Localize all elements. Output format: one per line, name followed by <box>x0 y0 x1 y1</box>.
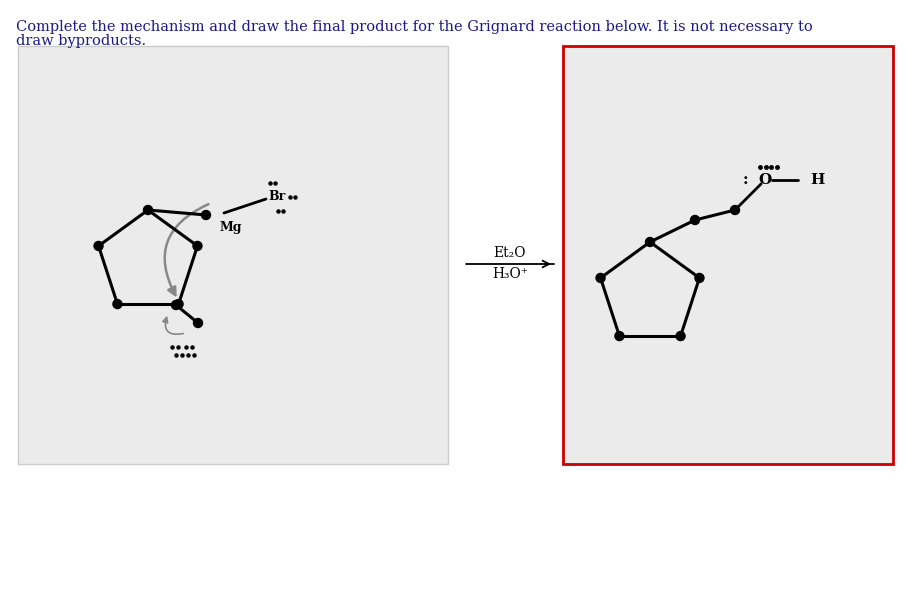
Text: :: : <box>742 173 748 187</box>
Circle shape <box>172 301 181 309</box>
Text: Mg: Mg <box>220 221 242 234</box>
Circle shape <box>676 332 685 341</box>
Text: Br: Br <box>268 190 285 204</box>
Text: Et₂O: Et₂O <box>494 246 527 260</box>
Circle shape <box>174 300 183 309</box>
Circle shape <box>615 332 624 341</box>
Text: draw byproducts.: draw byproducts. <box>16 34 146 48</box>
Circle shape <box>193 318 202 327</box>
Text: H: H <box>810 173 824 187</box>
Circle shape <box>94 242 103 251</box>
Circle shape <box>690 216 699 225</box>
Text: H₃O⁺: H₃O⁺ <box>492 267 528 281</box>
Circle shape <box>143 205 153 214</box>
FancyBboxPatch shape <box>18 46 448 464</box>
FancyArrowPatch shape <box>164 204 209 295</box>
FancyArrowPatch shape <box>163 318 183 334</box>
FancyBboxPatch shape <box>563 46 893 464</box>
Circle shape <box>202 211 211 219</box>
Circle shape <box>646 237 655 246</box>
Circle shape <box>113 300 122 309</box>
Circle shape <box>731 205 739 214</box>
Circle shape <box>596 274 605 283</box>
Text: O: O <box>758 173 772 187</box>
Circle shape <box>193 242 202 251</box>
Circle shape <box>695 274 704 283</box>
Text: Complete the mechanism and draw the final product for the Grignard reaction belo: Complete the mechanism and draw the fina… <box>16 20 813 34</box>
